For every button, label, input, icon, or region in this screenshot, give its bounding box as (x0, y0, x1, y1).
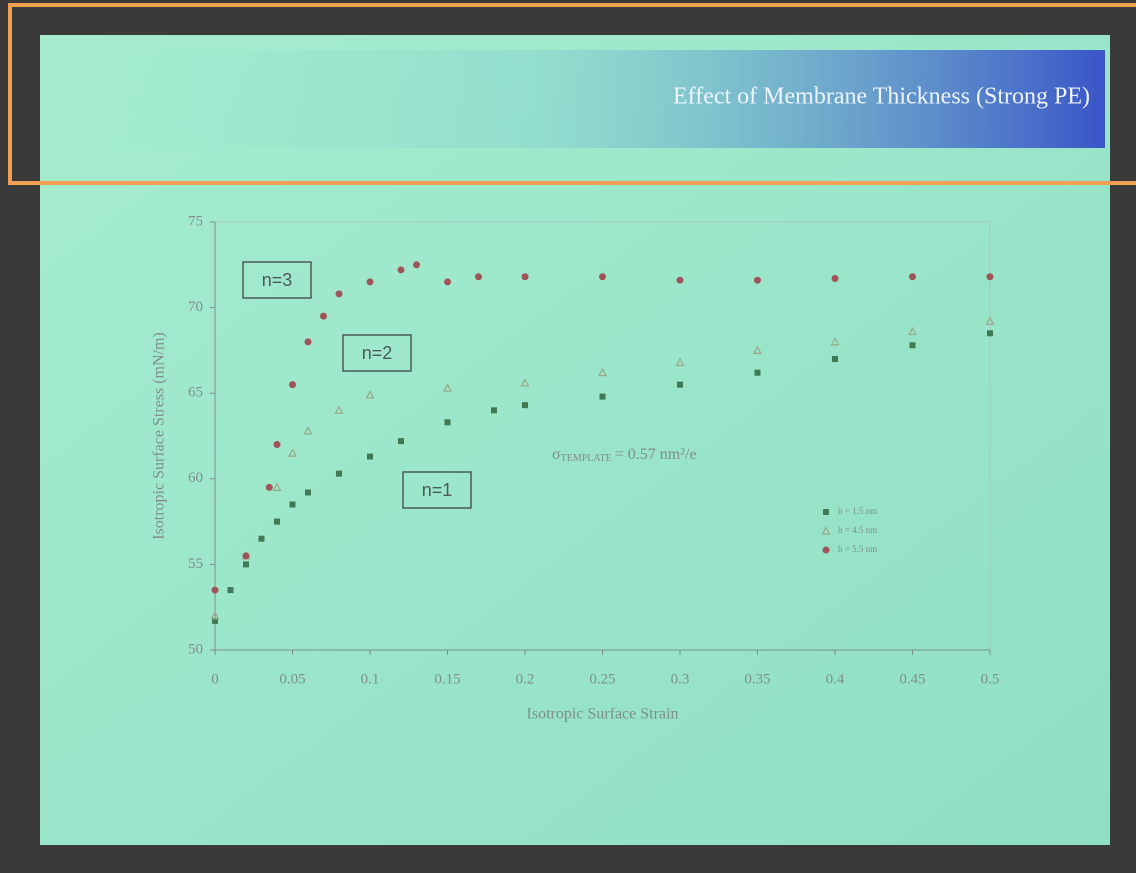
chart-title: Effect of Membrane Thickness (Strong PE) (673, 84, 1090, 110)
y-tick-label: 60 (188, 470, 203, 486)
point (274, 519, 280, 525)
point (243, 561, 249, 567)
point (320, 313, 327, 320)
y-tick-label: 70 (188, 299, 203, 315)
x-tick-label: 0.5 (981, 671, 1000, 687)
x-tick-label: 0.05 (279, 671, 305, 687)
point (367, 454, 373, 460)
legend-marker (823, 547, 830, 554)
point (522, 402, 528, 408)
legend-label: h = 4.5 nm (838, 525, 877, 535)
annotation: n=1 (422, 480, 453, 500)
y-tick-label: 50 (188, 641, 203, 657)
point (755, 370, 761, 376)
point (444, 278, 451, 285)
y-tick-label: 75 (188, 213, 203, 229)
legend-label: h = 5.5 nm (838, 544, 877, 554)
x-tick-label: 0.25 (589, 671, 615, 687)
point (289, 381, 296, 388)
sigma-note-subscript: TEMPLATE (561, 453, 612, 464)
point (522, 273, 529, 280)
point (832, 356, 838, 362)
point (910, 342, 916, 348)
point (336, 290, 343, 297)
x-tick-label: 0.35 (744, 671, 770, 687)
point (600, 394, 606, 400)
point (445, 419, 451, 425)
point (305, 338, 312, 345)
y-tick-label: 55 (188, 556, 203, 572)
point (274, 441, 281, 448)
point (491, 407, 497, 413)
y-tick-label: 65 (188, 385, 203, 401)
x-tick-label: 0.15 (434, 671, 460, 687)
point (677, 382, 683, 388)
y-axis-label: Isotropic Surface Stress (mN/m) (151, 332, 168, 540)
x-tick-label: 0.2 (516, 671, 535, 687)
legend-label: h = 1.5 nm (838, 506, 877, 516)
x-tick-label: 0.1 (361, 671, 380, 687)
point (475, 273, 482, 280)
point (599, 273, 606, 280)
screenshot: Effect of Membrane Thickness (Strong PE)… (0, 0, 1136, 868)
point (909, 273, 916, 280)
point (398, 438, 404, 444)
x-tick-label: 0.3 (671, 671, 690, 687)
x-tick-label: 0 (211, 671, 219, 687)
point (677, 277, 684, 284)
x-tick-label: 0.45 (899, 671, 925, 687)
point (832, 275, 839, 282)
sigma-note-text: = 0.57 nm²/e (615, 446, 697, 463)
legend-marker (823, 509, 829, 515)
annotation: n=3 (262, 270, 293, 290)
point (228, 587, 234, 593)
point (290, 501, 296, 507)
x-tick-label: 0.4 (826, 671, 845, 687)
point (259, 536, 265, 542)
point (243, 552, 250, 559)
annotation: n=2 (362, 343, 393, 363)
slide (40, 35, 1110, 845)
point (305, 489, 311, 495)
x-axis-label: Isotropic Surface Strain (527, 706, 679, 723)
point (987, 273, 994, 280)
point (336, 471, 342, 477)
point (754, 277, 761, 284)
point (367, 278, 374, 285)
point (987, 330, 993, 336)
point (398, 266, 405, 273)
point (266, 484, 273, 491)
point (413, 261, 420, 268)
point (212, 587, 219, 594)
